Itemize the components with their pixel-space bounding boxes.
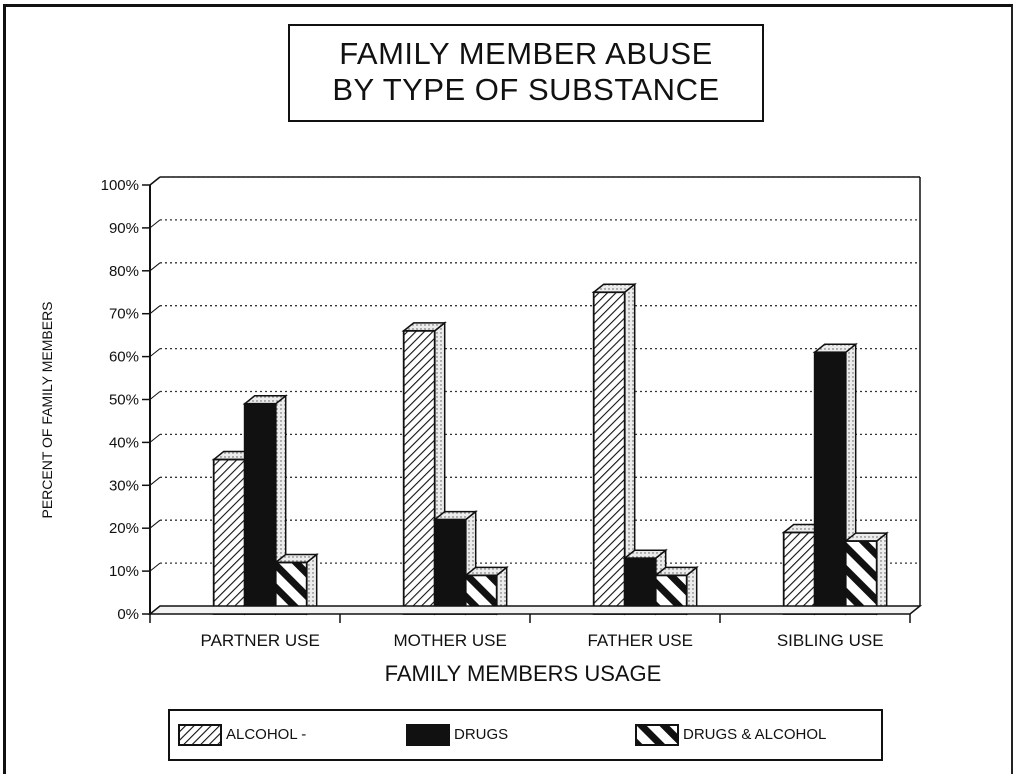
chart-floor [150, 606, 920, 614]
bar-drugs [245, 404, 276, 614]
y-axis-label: PERCENT OF FAMILY MEMBERS [39, 301, 55, 518]
gridline-depth [150, 263, 160, 271]
y-tick-label: 40% [109, 434, 139, 451]
y-tick-label: 30% [109, 477, 139, 494]
y-tick-label: 80% [109, 263, 139, 280]
y-tick-label: 20% [109, 520, 139, 537]
y-tick-label: 70% [109, 306, 139, 323]
y-tick-label: 60% [109, 349, 139, 366]
y-tick-label: 90% [109, 220, 139, 237]
y-axis-top-edge [150, 177, 160, 185]
y-tick-label: 0% [117, 606, 139, 623]
gridline-depth [150, 349, 160, 357]
bar-alcohol [594, 292, 625, 614]
y-tick-label: 100% [101, 177, 139, 194]
bar-side-drugs-alcohol [877, 533, 887, 614]
bar-alcohol [214, 460, 245, 614]
legend-label-drugs: DRUGS [454, 726, 508, 743]
bar-alcohol [404, 331, 435, 614]
gridline-depth [150, 520, 160, 528]
x-tick-label: FATHER USE [587, 631, 692, 650]
x-tick-label: MOTHER USE [394, 631, 507, 650]
gridline-depth [150, 220, 160, 228]
gridline-depth [150, 392, 160, 400]
gridline-depth [150, 477, 160, 485]
x-tick-label: PARTNER USE [201, 631, 320, 650]
legend-swatch-drugs-alcohol [635, 724, 679, 746]
bar-drugs-alcohol [846, 541, 877, 614]
y-tick-label: 10% [109, 563, 139, 580]
bar-alcohol [784, 532, 815, 614]
gridline-depth [150, 306, 160, 314]
legend-label-drugs-alcohol: DRUGS & ALCOHOL [683, 726, 826, 743]
bar-side-drugs-alcohol [307, 555, 317, 614]
chart-legend: ALCOHOL - DRUGS DRUGS & ALCOHOL [168, 709, 883, 761]
legend-label-alcohol: ALCOHOL - [226, 726, 306, 743]
bar-drugs [435, 520, 466, 614]
legend-swatch-drugs [406, 724, 450, 746]
x-tick-label: SIBLING USE [777, 631, 884, 650]
y-tick-label: 50% [109, 392, 139, 409]
legend-swatch-alcohol [178, 724, 222, 746]
bar-drugs [815, 352, 846, 614]
gridline-depth [150, 563, 160, 571]
x-axis-label: FAMILY MEMBERS USAGE [385, 661, 662, 686]
gridline-depth [150, 434, 160, 442]
